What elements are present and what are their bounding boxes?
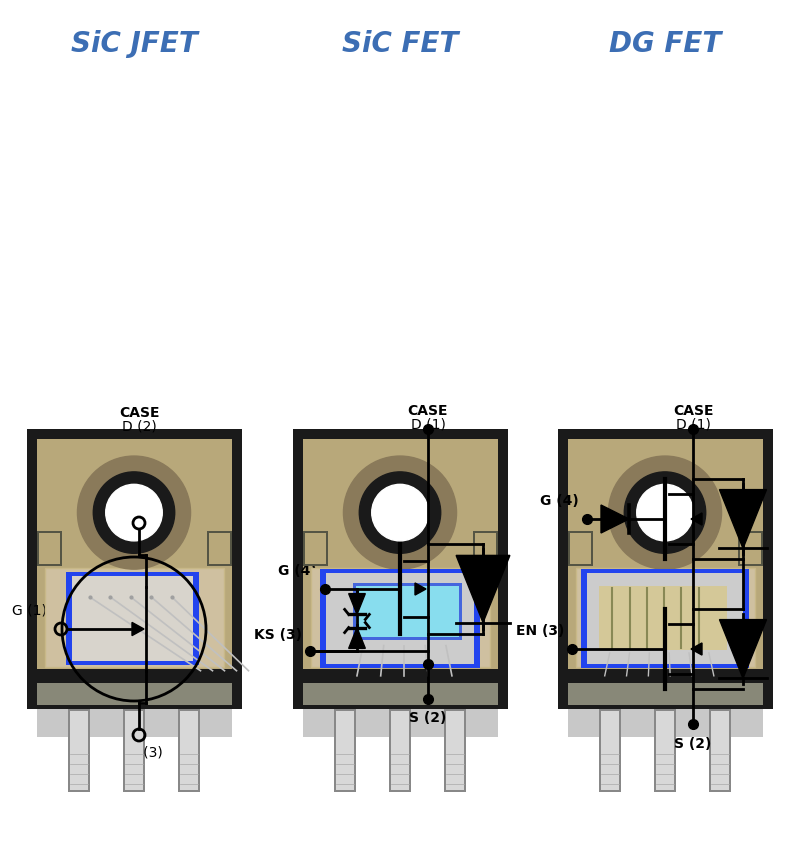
Bar [45, 568, 223, 667]
Bar [567, 707, 762, 737]
Bar [293, 429, 507, 709]
Bar [209, 533, 230, 564]
Bar [567, 439, 762, 669]
Bar [334, 709, 356, 792]
Polygon shape [456, 556, 510, 623]
Circle shape [106, 484, 162, 541]
Text: CASE: CASE [118, 406, 159, 420]
Bar [293, 669, 507, 709]
Circle shape [609, 456, 722, 570]
Bar [72, 576, 193, 661]
Bar [336, 711, 354, 790]
Bar [444, 709, 466, 792]
Text: S (2): S (2) [410, 711, 446, 725]
Bar [320, 569, 480, 667]
Bar [567, 683, 762, 705]
Bar [581, 569, 749, 667]
Bar [305, 533, 326, 564]
Circle shape [78, 456, 190, 570]
Polygon shape [691, 513, 702, 525]
Text: SiC FET: SiC FET [342, 30, 458, 58]
Bar [37, 439, 231, 669]
Polygon shape [132, 623, 144, 636]
Bar [389, 709, 411, 792]
Bar [353, 583, 462, 639]
Bar [70, 711, 88, 790]
Circle shape [359, 472, 441, 553]
Bar [302, 683, 498, 705]
Bar [310, 568, 490, 667]
Text: G (4): G (4) [278, 564, 317, 578]
Bar [68, 709, 90, 792]
Text: G (4): G (4) [540, 494, 579, 508]
Bar [180, 711, 198, 790]
Bar [38, 533, 59, 564]
Text: S (3): S (3) [130, 746, 162, 760]
Bar [738, 531, 762, 565]
Circle shape [624, 472, 706, 553]
Bar [654, 709, 676, 792]
Bar [575, 568, 754, 667]
Bar [206, 531, 231, 565]
Bar [37, 683, 231, 705]
Bar [37, 531, 62, 565]
Text: CASE: CASE [673, 404, 714, 418]
Polygon shape [349, 594, 366, 614]
Bar [302, 439, 498, 669]
Text: G (1): G (1) [12, 604, 47, 618]
Circle shape [94, 472, 174, 553]
Text: D (1): D (1) [410, 417, 446, 431]
Bar [567, 531, 593, 565]
Bar [570, 533, 590, 564]
Bar [558, 429, 773, 709]
Bar [709, 709, 731, 792]
Bar [599, 709, 621, 792]
Bar [302, 531, 327, 565]
Text: SiC JFET: SiC JFET [70, 30, 198, 58]
Bar [446, 711, 464, 790]
Circle shape [637, 484, 694, 541]
Bar [26, 429, 242, 709]
Bar [739, 533, 761, 564]
Bar [123, 709, 145, 792]
Circle shape [372, 484, 428, 541]
Bar [302, 707, 498, 737]
Bar [326, 573, 474, 664]
Text: S (2): S (2) [674, 737, 712, 751]
Bar [656, 711, 674, 790]
Text: CASE: CASE [408, 404, 448, 418]
Circle shape [343, 456, 457, 570]
Bar [474, 533, 495, 564]
Bar [26, 669, 242, 709]
Bar [601, 711, 619, 790]
Bar [391, 711, 409, 790]
Polygon shape [415, 583, 426, 595]
Polygon shape [691, 643, 702, 655]
Text: DG FET: DG FET [609, 30, 721, 58]
Bar [599, 587, 727, 650]
Bar [66, 572, 198, 665]
Bar [125, 711, 143, 790]
Polygon shape [601, 505, 629, 533]
Polygon shape [349, 628, 366, 649]
Text: KS (3): KS (3) [254, 628, 302, 642]
Bar [37, 707, 231, 737]
Text: D (1): D (1) [675, 417, 710, 431]
Bar [711, 711, 729, 790]
Text: EN (3): EN (3) [516, 624, 564, 638]
Bar [178, 709, 200, 792]
Text: D (2): D (2) [122, 419, 156, 433]
Bar [558, 669, 773, 709]
Polygon shape [719, 490, 766, 548]
Bar [473, 531, 498, 565]
Bar [587, 573, 743, 664]
Polygon shape [719, 619, 766, 679]
Bar [355, 587, 459, 637]
